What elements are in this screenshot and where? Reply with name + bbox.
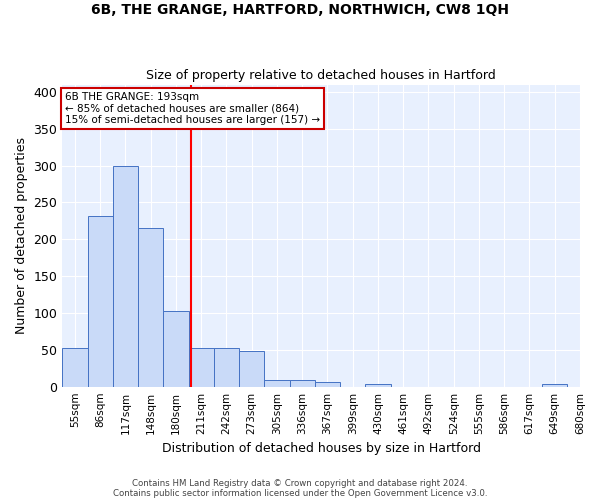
Bar [239, 350, 265, 386]
Bar [542, 384, 568, 386]
Bar [214, 348, 239, 387]
Y-axis label: Number of detached properties: Number of detached properties [15, 137, 28, 334]
Bar [315, 382, 340, 386]
Text: Contains public sector information licensed under the Open Government Licence v3: Contains public sector information licen… [113, 488, 487, 498]
Bar [163, 311, 188, 386]
Text: 6B, THE GRANGE, HARTFORD, NORTHWICH, CW8 1QH: 6B, THE GRANGE, HARTFORD, NORTHWICH, CW8… [91, 2, 509, 16]
Bar [113, 166, 138, 386]
Bar [188, 348, 214, 387]
Bar [265, 380, 290, 386]
Text: Contains HM Land Registry data © Crown copyright and database right 2024.: Contains HM Land Registry data © Crown c… [132, 478, 468, 488]
Title: Size of property relative to detached houses in Hartford: Size of property relative to detached ho… [146, 69, 496, 82]
Bar [88, 216, 113, 386]
Text: 6B THE GRANGE: 193sqm
← 85% of detached houses are smaller (864)
15% of semi-det: 6B THE GRANGE: 193sqm ← 85% of detached … [65, 92, 320, 125]
Bar [365, 384, 391, 386]
X-axis label: Distribution of detached houses by size in Hartford: Distribution of detached houses by size … [161, 442, 481, 455]
Bar [138, 228, 163, 386]
Bar [62, 348, 88, 387]
Bar [290, 380, 315, 386]
